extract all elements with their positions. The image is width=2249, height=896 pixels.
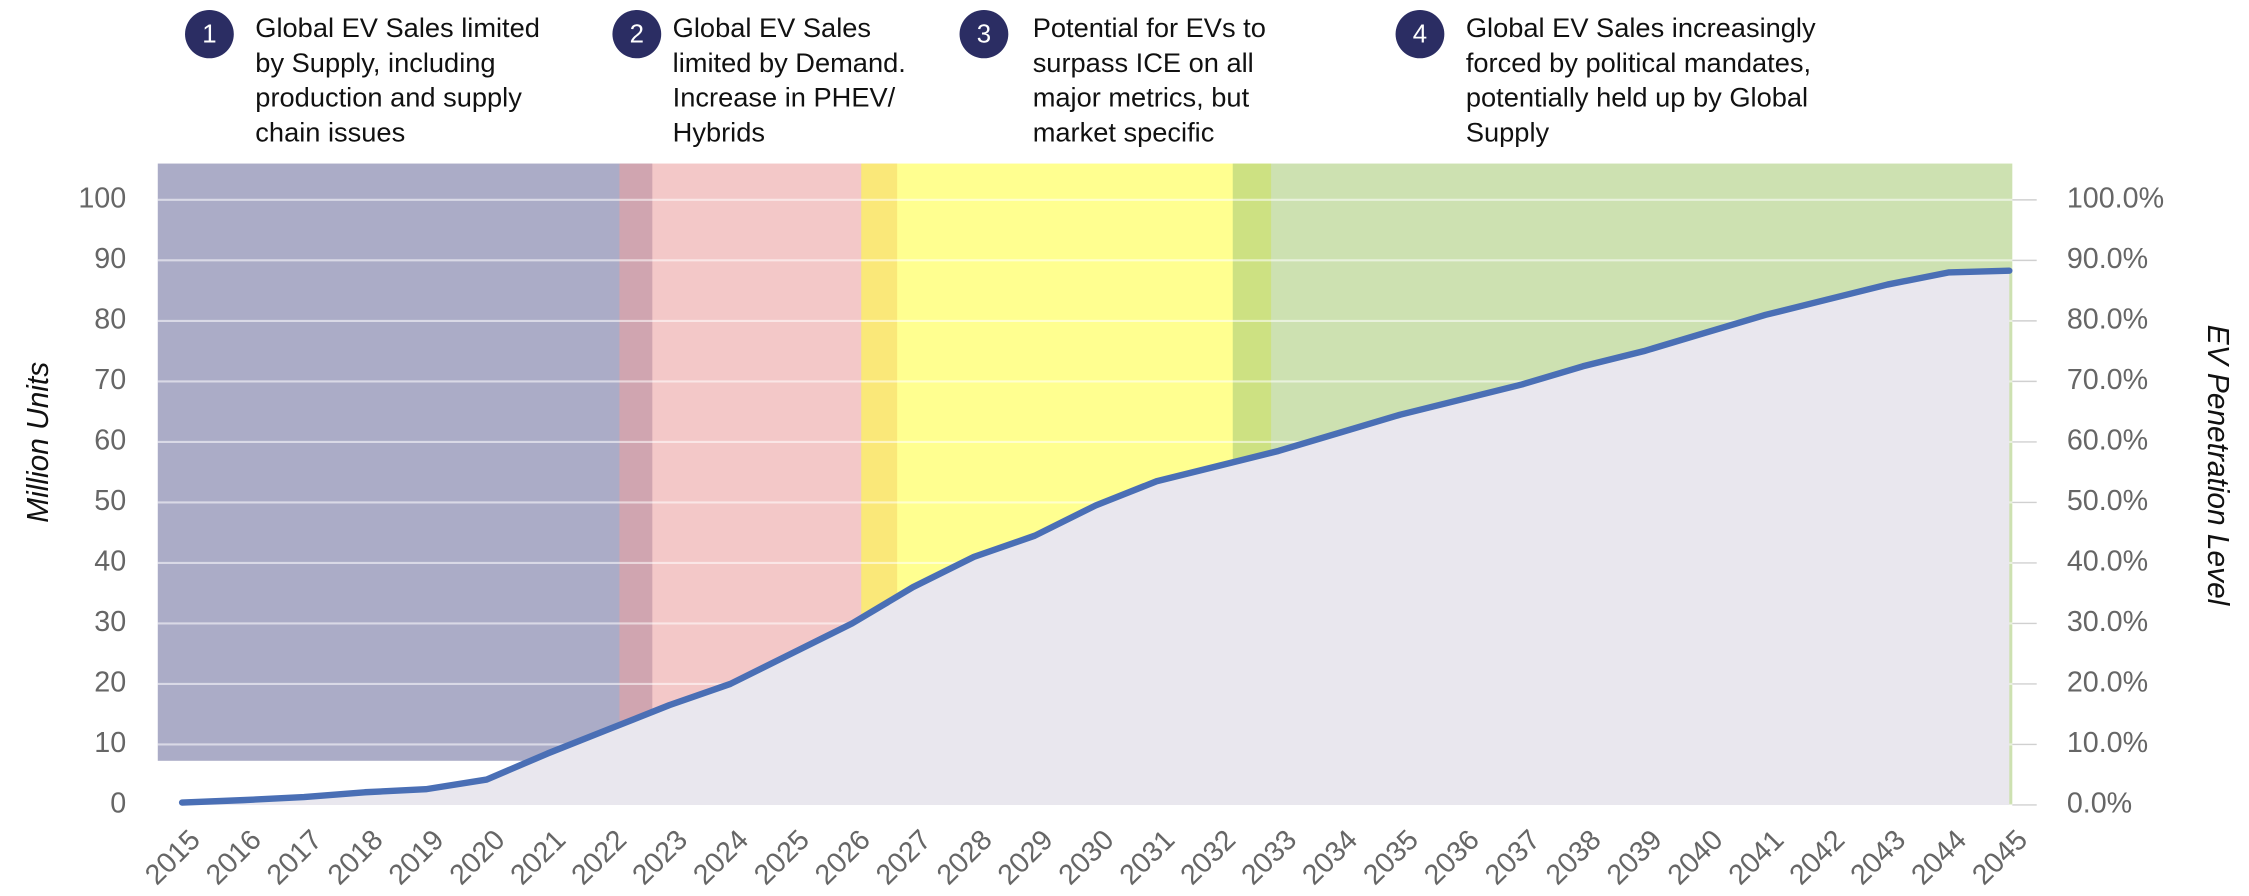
phase-badge [185, 9, 234, 59]
x-tick-label: 2027 [870, 824, 938, 891]
x-tick-label: 2022 [565, 824, 633, 891]
y2-axis-label: EV Penetration Level [2201, 325, 2234, 607]
phase-band [157, 163, 653, 761]
phase-text: Global EV Sales [673, 12, 871, 43]
x-tick-label: 2024 [687, 824, 755, 891]
x-tick-label: 2033 [1235, 824, 1303, 891]
phase-number: 3 [977, 20, 991, 48]
y2-tick-label: 0.0% [2067, 788, 2132, 820]
y-tick-label: 90 [94, 243, 126, 275]
line [178, 267, 2013, 806]
x-tick-label: 2037 [1479, 824, 1547, 891]
y-tick-label: 60 [94, 425, 126, 457]
x-tick-label: 2040 [1662, 824, 1730, 891]
x-tick-label: 2028 [931, 824, 999, 891]
x-tick-label: 2015 [139, 824, 207, 891]
y-tick-label: 30 [94, 606, 126, 638]
x-tick-label: 2042 [1783, 824, 1851, 891]
phase-text: forced by political mandates, [1466, 47, 1811, 78]
phase-text: by Supply, including [255, 47, 495, 78]
x-tick-label: 2044 [1905, 824, 1973, 891]
phase-number: 1 [202, 20, 216, 48]
x-tick-label: 2031 [1113, 824, 1181, 891]
phase-number: 2 [630, 20, 644, 48]
y2-tick-label: 100.0% [2067, 182, 2164, 214]
x-tick-label: 2036 [1418, 824, 1486, 891]
x-tick-label: 2032 [1174, 824, 1242, 891]
y2-tick-label: 30.0% [2067, 606, 2148, 638]
x-tick-label: 2043 [1844, 824, 1912, 891]
y-tick-label: 80 [94, 304, 126, 336]
y-axis-label: Million Units [22, 362, 55, 523]
phase-text: chain issues [255, 117, 405, 148]
phase-number: 4 [1413, 20, 1427, 48]
phase-text: production and supply [255, 82, 522, 113]
x-tick-label: 2018 [322, 824, 390, 891]
y-tick-label: 100 [78, 182, 126, 214]
phase-badge [612, 9, 662, 59]
y-tick-label: 10 [94, 727, 126, 759]
phase-text: surpass ICE on all [1033, 47, 1254, 78]
phase-text: Increase in PHEV/ [673, 82, 896, 113]
y-tick-label: 20 [94, 667, 126, 699]
x-tick-label: 2029 [992, 824, 1060, 891]
phase-text: Potential for EVs to [1033, 12, 1266, 43]
phase-badge [1395, 9, 1445, 59]
y2-tick-label: 10.0% [2067, 727, 2148, 759]
chart-body: Million Units EV Penetration Level 1 Glob… [22, 9, 2234, 891]
x-tick-label: 2026 [809, 824, 877, 891]
x-tick-label: 2035 [1357, 824, 1425, 891]
x-tick-label: 2034 [1296, 824, 1364, 891]
y-tick-label: 50 [94, 485, 126, 517]
y-tick-label: 0 [110, 788, 126, 820]
x-tick-label: 2020 [444, 824, 512, 891]
x-tick-label: 2016 [200, 824, 268, 891]
phase-text: Global EV Sales limited [255, 12, 540, 43]
x-tick-label: 2030 [1053, 824, 1121, 891]
x-tick-label: 2025 [748, 824, 816, 891]
x-tick-label: 2019 [383, 824, 451, 891]
x-tick-label: 2023 [626, 824, 694, 891]
x-tick-label: 2038 [1540, 824, 1608, 891]
x-tick-label: 2045 [1966, 824, 2034, 891]
y-tick-label: 70 [94, 364, 126, 396]
y2-tick-label: 20.0% [2067, 667, 2148, 699]
phase-badge [959, 9, 1009, 59]
y2-tick-label: 90.0% [2067, 243, 2148, 275]
x-tick-label: 2017 [261, 824, 329, 891]
phase-text: Hybrids [673, 117, 765, 148]
phase-text: major metrics, but [1033, 82, 1250, 113]
x-tick-label: 2039 [1601, 824, 1669, 891]
phase-text: limited by Demand. [673, 47, 906, 78]
x-tick-label: 2041 [1723, 824, 1791, 891]
phase-text: potentially held up by Global [1466, 82, 1808, 113]
x-tick-label: 2021 [504, 824, 572, 891]
y2-tick-label: 40.0% [2067, 546, 2148, 578]
phase-text: market specific [1033, 117, 1215, 148]
y2-tick-label: 60.0% [2067, 425, 2148, 457]
y2-tick-label: 80.0% [2067, 304, 2148, 336]
phase-text: Supply [1466, 117, 1550, 148]
y2-tick-label: 50.0% [2067, 485, 2148, 517]
y2-tick-label: 70.0% [2067, 364, 2148, 396]
y-tick-label: 40 [94, 546, 126, 578]
area [182, 270, 2010, 805]
phase-text: Global EV Sales increasingly [1466, 12, 1816, 43]
